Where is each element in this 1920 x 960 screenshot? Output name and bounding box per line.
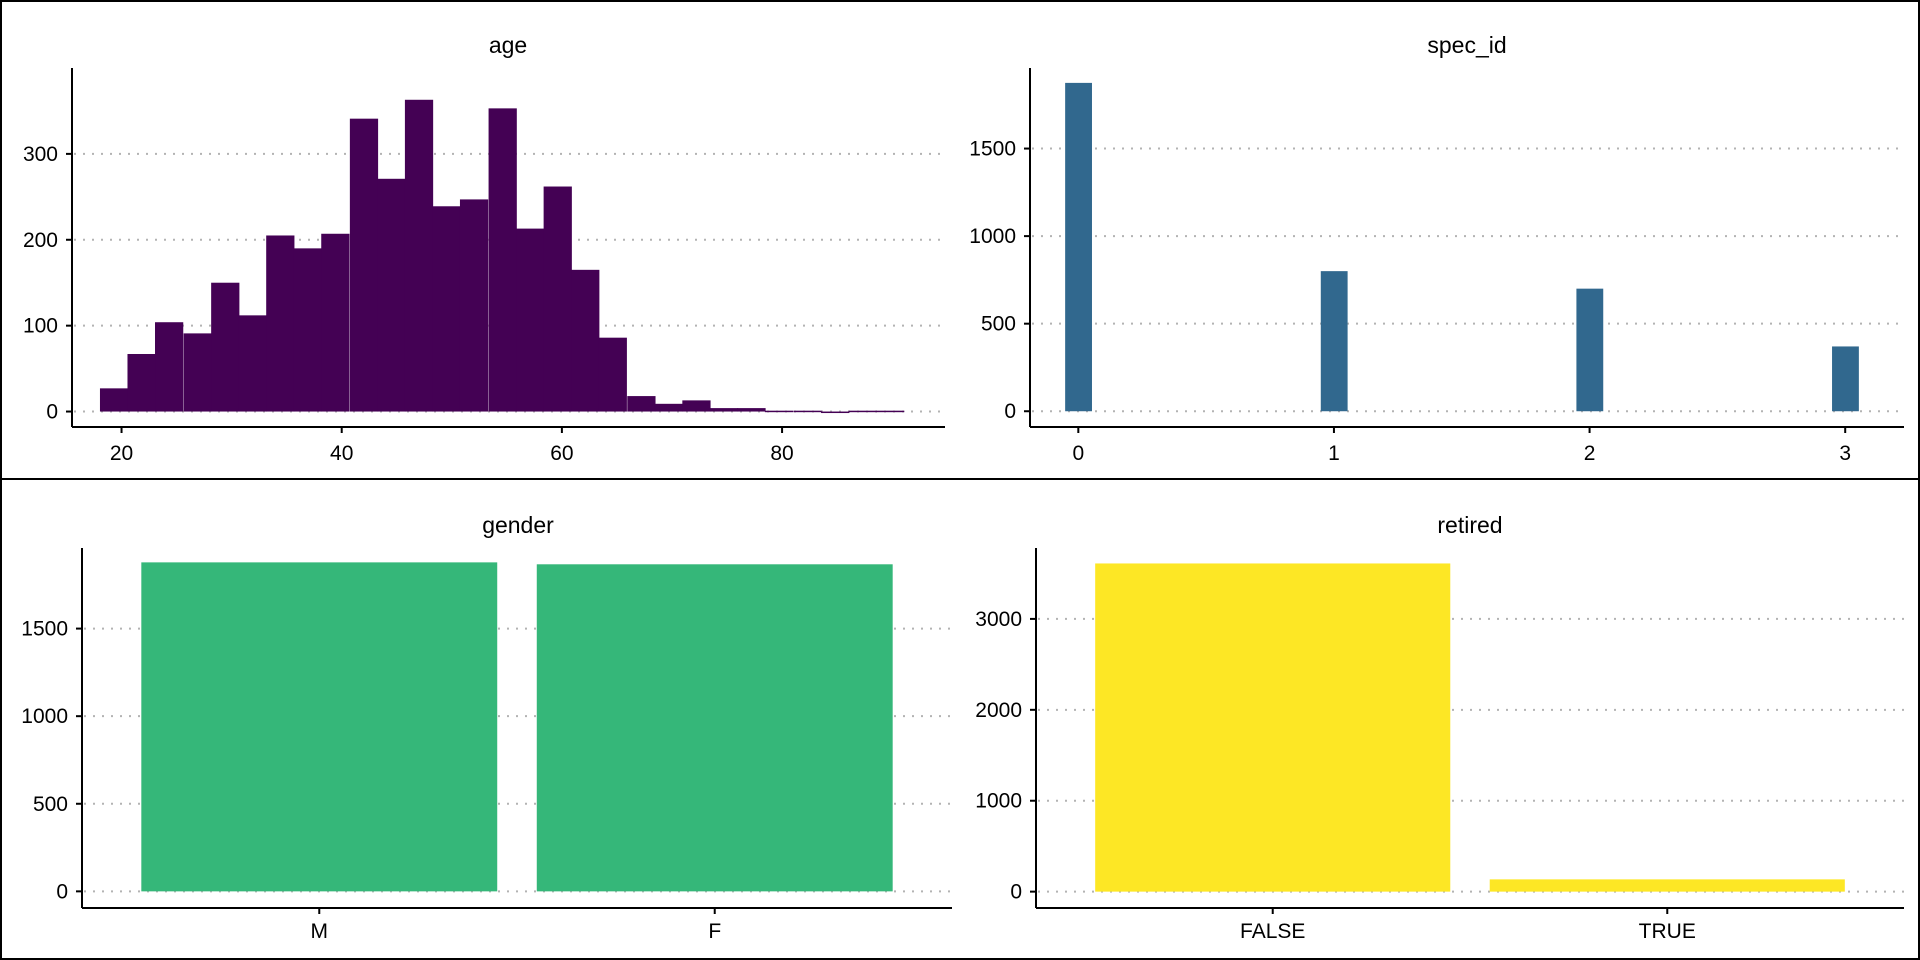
bar-f	[536, 564, 893, 892]
y-tick-label: 1000	[21, 705, 68, 728]
histogram-bar	[155, 322, 184, 412]
histogram-bar	[349, 118, 379, 412]
chart-title: gender	[482, 512, 554, 538]
x-tick-label: 60	[550, 442, 573, 465]
histogram-bar	[737, 408, 766, 412]
x-tick-label: TRUE	[1639, 920, 1696, 943]
histogram-bar	[543, 186, 572, 412]
bar-m	[141, 562, 498, 892]
bar-false	[1095, 563, 1451, 892]
histogram-bar	[432, 206, 461, 412]
x-tick-label: 3	[1839, 442, 1851, 465]
histogram-bar	[404, 99, 434, 412]
y-tick-label: 2000	[975, 699, 1022, 722]
x-tick-label: 20	[110, 442, 133, 465]
histogram-bar	[848, 410, 877, 413]
y-tick-label: 200	[23, 229, 58, 252]
histogram-bar	[571, 269, 600, 412]
chart-title: age	[489, 32, 527, 58]
histogram-bar	[488, 108, 517, 412]
histogram-bar	[598, 337, 627, 412]
y-tick-label: 0	[1004, 400, 1016, 423]
x-tick-label: M	[311, 920, 329, 943]
histogram-bar	[516, 228, 545, 412]
bottom-figure-svg: gender 0 500 1000 1500 M F retired 0 1000 2000 3…	[21, 512, 1904, 943]
histogram-bar	[238, 315, 267, 412]
x-tick-label: F	[708, 920, 721, 943]
y-tick-label: 100	[23, 315, 58, 338]
histogram-bar	[654, 403, 684, 412]
histogram-bar	[1065, 82, 1092, 412]
histogram-bar	[821, 411, 850, 414]
top-figure-panel: age 0 100 200 300 20 40 60 80 spec_id 0 500 1000 1…	[0, 0, 1920, 480]
y-tick-label: 1500	[21, 618, 68, 641]
histogram-bar	[377, 178, 406, 412]
y-tick-label: 1500	[969, 138, 1016, 161]
y-tick-label: 300	[23, 143, 58, 166]
histogram-bar	[321, 233, 350, 412]
age-histogram: age 0 100 200 300 20 40 60 80	[23, 32, 945, 465]
x-tick-label: 40	[330, 442, 353, 465]
histogram-bar	[682, 400, 711, 412]
histogram-bar	[266, 235, 295, 412]
chart-title: retired	[1437, 512, 1502, 538]
y-tick-label: 500	[981, 313, 1016, 336]
histogram-bar	[627, 396, 656, 412]
histogram-bar	[764, 410, 794, 413]
x-tick-label: 80	[770, 442, 793, 465]
chart-title: spec_id	[1427, 32, 1506, 58]
histogram-bar	[127, 353, 156, 412]
histogram-bar	[1832, 346, 1859, 412]
histogram-bar	[709, 408, 739, 412]
y-tick-label: 1000	[969, 225, 1016, 248]
y-tick-label: 500	[33, 793, 68, 816]
histogram-bar	[1320, 271, 1348, 412]
histogram-bar	[876, 410, 905, 413]
x-tick-label: 0	[1072, 442, 1084, 465]
histogram-bar	[99, 388, 129, 412]
histogram-bar	[793, 410, 822, 413]
histogram-bar	[293, 248, 322, 412]
y-tick-label: 0	[1010, 881, 1022, 904]
bar-true	[1489, 879, 1845, 892]
histogram-bar	[183, 333, 212, 412]
histogram-bar	[459, 199, 489, 412]
retired-bar-chart: retired 0 1000 2000 3000 FALSE TRUE	[975, 512, 1904, 943]
x-tick-label: FALSE	[1240, 920, 1305, 943]
spec-id-histogram: spec_id 0 500 1000 1500 0 1 2 3	[969, 32, 1904, 465]
x-tick-label: 1	[1328, 442, 1340, 465]
y-tick-label: 0	[56, 880, 68, 903]
bottom-figure-panel: gender 0 500 1000 1500 M F retired 0 1000 2000 3…	[0, 478, 1920, 960]
histogram-bar	[1576, 288, 1604, 412]
gender-bar-chart: gender 0 500 1000 1500 M F	[21, 512, 952, 943]
x-tick-label: 2	[1584, 442, 1596, 465]
y-tick-label: 0	[46, 401, 58, 424]
y-tick-label: 3000	[975, 608, 1022, 631]
y-tick-label: 1000	[975, 790, 1022, 813]
histogram-bar	[211, 282, 240, 412]
